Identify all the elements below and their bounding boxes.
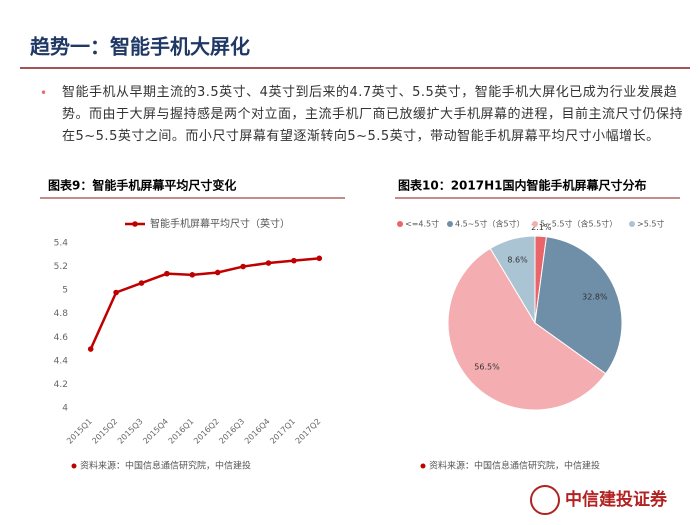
point: [189, 272, 196, 278]
point: [265, 260, 272, 266]
source-dot: [420, 463, 426, 469]
point: [240, 263, 246, 270]
point: [138, 280, 145, 286]
pie-slice: [447, 247, 607, 411]
x-tick-label: 2015Q4: [141, 417, 170, 446]
line: [89, 257, 320, 350]
point: [214, 269, 221, 276]
legend-label: 智能手机屏幕平均尺寸（英寸）: [150, 217, 290, 230]
y-tick-label: 5.4: [54, 239, 69, 249]
data-label: 32.8%: [582, 293, 608, 302]
y-tick-label: 4.6: [54, 333, 69, 343]
y-tick-label: 4.2: [54, 380, 68, 390]
pie-slice: [534, 236, 623, 375]
point: [87, 346, 94, 352]
legend-marker: [532, 221, 538, 227]
point: [316, 255, 323, 262]
bullet-dot: •: [40, 86, 48, 100]
x-tick-label: 2016Q1: [167, 417, 196, 446]
chart-title: 图表10：2017H1国内智能手机屏幕尺寸分布: [398, 178, 647, 193]
data-label: 56.5%: [474, 363, 500, 372]
source: 资料来源：中国信息通信研究院，中信建投: [429, 460, 600, 472]
source-dot: [71, 463, 77, 469]
legend-label: 4.5~5寸（含5寸）: [455, 219, 525, 229]
x-tick-label: 2015Q2: [90, 417, 119, 446]
y-tick-label: 4: [62, 404, 68, 414]
point: [291, 257, 297, 264]
legend-marker: [132, 221, 138, 227]
y-tick-label: 5.2: [54, 262, 68, 272]
legend-marker: [397, 221, 403, 227]
x-tick-label: 2017Q2: [294, 417, 323, 446]
legend-label: 5~5.5寸（含5.5寸）: [540, 219, 617, 229]
x-tick-label: 2015Q3: [116, 417, 145, 446]
source: 资料来源：中国信息通信研究院，中信建投: [80, 460, 251, 472]
x-tick-label: 2016Q4: [243, 417, 272, 446]
logo-mark: [530, 485, 560, 515]
chart-title: 图表9：智能手机屏幕平均尺寸变化: [48, 178, 236, 193]
data-label: 8.6%: [507, 256, 528, 265]
legend-marker: [447, 221, 453, 227]
x-tick-label: 2015Q1: [65, 417, 94, 446]
data-label: 2.1%: [531, 223, 552, 232]
x-tick-label: 2016Q2: [192, 417, 221, 446]
point: [164, 270, 170, 277]
x-tick-label: 2016Q3: [217, 417, 246, 446]
slide-title: 趋势一：智能手机大屏化: [30, 35, 250, 59]
point: [113, 289, 119, 296]
legend-marker: [629, 221, 635, 227]
legend-label: >5.5寸: [637, 219, 664, 229]
y-tick-label: 4.8: [54, 309, 69, 319]
y-tick-label: 5: [62, 286, 68, 296]
legend-label: <=4.5寸: [405, 219, 439, 229]
pie-slice: [489, 235, 536, 325]
bullet-text: 智能手机从早期主流的3.5英寸、4英寸到后来的4.7英寸、5.5英寸，智能手机大…: [62, 85, 684, 144]
logo: 中信建投证券: [565, 489, 668, 510]
y-tick-label: 4.4: [54, 356, 69, 366]
x-tick-label: 2017Q1: [268, 417, 297, 446]
